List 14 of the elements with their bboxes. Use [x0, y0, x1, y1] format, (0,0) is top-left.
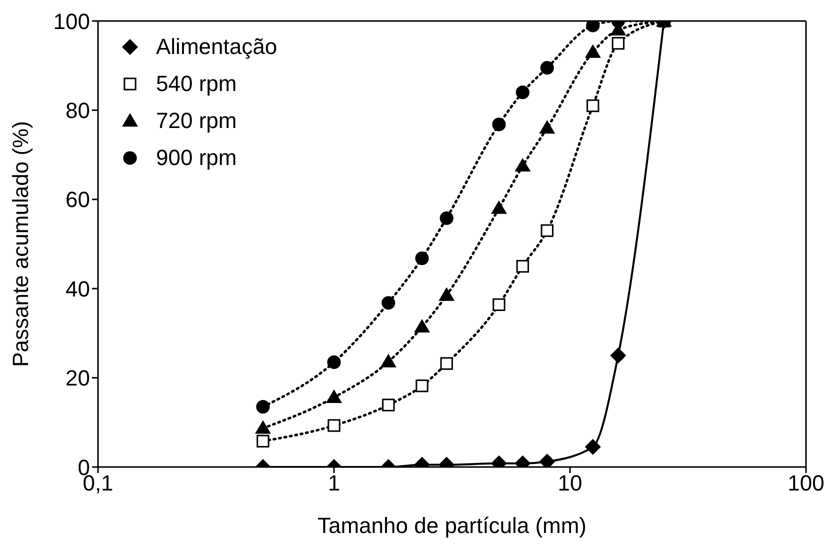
x-tick-label: 10 [558, 470, 582, 496]
y-tick-label: 20 [66, 366, 90, 391]
y-axis-title: Passante acumulado (%) [8, 121, 33, 367]
x-tick-label: 1 [328, 470, 340, 496]
y-tick-label: 100 [53, 8, 90, 34]
legend-label: Alimentação [156, 34, 278, 60]
legend-label: 900 rpm [156, 144, 237, 170]
y-tick-label: 80 [66, 98, 90, 124]
y-tick-label: 40 [66, 276, 90, 302]
legend-label: 540 rpm [156, 70, 237, 96]
legend-label: 720 rpm [156, 108, 237, 134]
x-tick-label: 100 [788, 470, 824, 496]
y-tick-label: 60 [66, 187, 90, 212]
x-axis-title: Tamanho de partícula (mm) [318, 513, 586, 538]
